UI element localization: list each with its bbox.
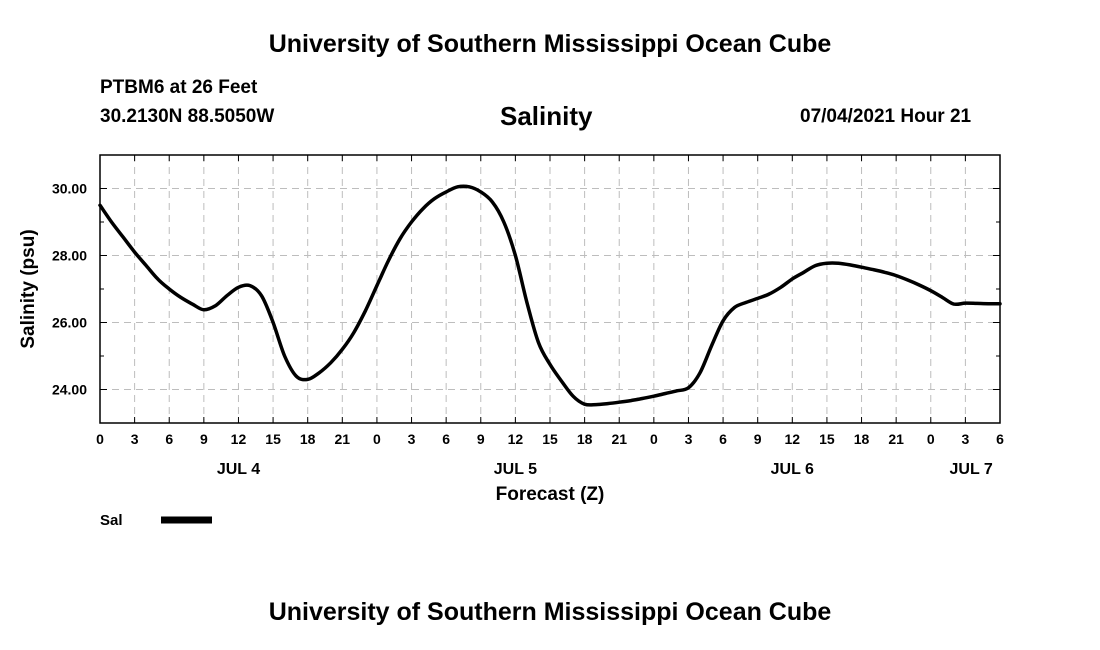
x-tick-label: 6 (165, 431, 173, 447)
date-label: JUL 6 (771, 461, 814, 478)
x-tick-label: 18 (577, 431, 593, 447)
y-tick-label: 30.00 (52, 181, 87, 197)
series-line-sal (98, 184, 1002, 407)
date-label: JUL 7 (950, 461, 993, 478)
x-tick-label: 0 (96, 431, 104, 447)
y-tick-labels: 24.00 26.00 28.00 30.00 (52, 181, 87, 398)
axis-ticks (99, 154, 1001, 424)
x-tick-label: 9 (754, 431, 762, 447)
legend-label: Sal (100, 512, 123, 529)
x-tick-label: 0 (927, 431, 935, 447)
x-tick-label: 3 (961, 431, 969, 447)
coordinates-label: 30.2130N 88.5050W (100, 106, 275, 127)
y-axis-label: Salinity (psu) (18, 229, 39, 348)
x-tick-label: 12 (231, 431, 247, 447)
x-tick-label: 18 (854, 431, 870, 447)
x-tick-label: 3 (685, 431, 693, 447)
x-tick-label: 3 (131, 431, 139, 447)
x-tick-label: 3 (408, 431, 416, 447)
x-tick-label: 12 (508, 431, 524, 447)
y-tick-label: 28.00 (52, 248, 87, 264)
y-tick-label: 24.00 (52, 382, 87, 398)
page-title: University of Southern Mississippi Ocean… (268, 30, 832, 58)
x-tick-label: 21 (888, 431, 904, 447)
chart-title: Salinity (500, 101, 593, 131)
y-tick-label: 26.00 (52, 315, 87, 331)
x-tick-label: 0 (650, 431, 658, 447)
x-tick-label: 6 (996, 431, 1004, 447)
x-tick-labels: 0 3 6 9 12 15 18 21 0 3 6 9 12 15 18 21 0 3 6 9 12 15 18 21 0 3 6 (96, 431, 1004, 447)
x-tick-label: 9 (477, 431, 485, 447)
date-label: JUL 5 (494, 461, 537, 478)
x-tick-label: 6 (719, 431, 727, 447)
footer-title: University of Southern Mississippi Ocean… (268, 598, 832, 626)
x-tick-label: 21 (335, 431, 351, 447)
x-tick-label: 6 (442, 431, 450, 447)
x-tick-label: 12 (785, 431, 801, 447)
x-tick-label: 15 (819, 431, 835, 447)
station-label: PTBM6 at 26 Feet (100, 77, 258, 98)
date-label: JUL 4 (217, 461, 260, 478)
forecast-timestamp: 07/04/2021 Hour 21 (800, 106, 972, 127)
x-tick-label: 21 (611, 431, 627, 447)
x-tick-label: 0 (373, 431, 381, 447)
x-axis-label: Forecast (Z) (496, 484, 605, 505)
x-tick-label: 18 (300, 431, 316, 447)
x-tick-label: 15 (265, 431, 281, 447)
x-tick-label: 15 (542, 431, 558, 447)
x-tick-label: 9 (200, 431, 208, 447)
date-labels: JUL 4 JUL 5 JUL 6 JUL 7 (217, 461, 993, 478)
